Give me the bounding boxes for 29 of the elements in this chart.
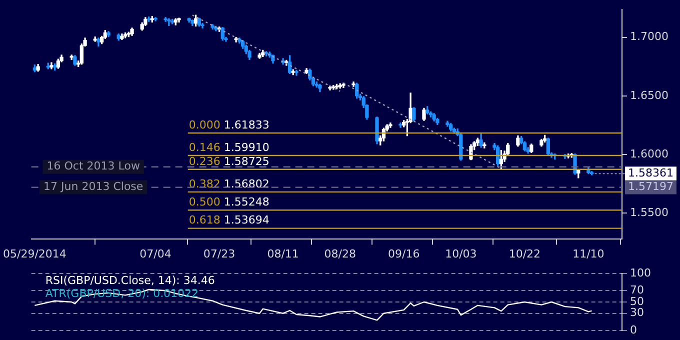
series-label: RSI(GBP/USD.Close, 14): 34.46 <box>45 274 215 287</box>
x-tick-label: 09/16 <box>388 247 420 260</box>
y-tick-label: 100 <box>630 266 651 280</box>
x-tick-label: 08/28 <box>324 247 356 260</box>
y-tick-label: 50 <box>630 294 644 308</box>
candlestick <box>352 82 356 87</box>
x-tick-label: 11/10 <box>572 247 604 260</box>
y-tick-label: 0 <box>630 323 637 336</box>
x-tick-label: 08/11 <box>267 247 299 260</box>
ref-line-label: 16 Oct 2013 Low <box>46 160 140 173</box>
y-tick-label: 1.7000 <box>630 30 668 44</box>
x-tick-label: 07/04 <box>140 247 172 260</box>
y-tick-label: 30 <box>630 306 644 320</box>
x-tick-label: 05/29/2014 <box>2 247 66 260</box>
x-tick-label: 07/23 <box>203 247 236 260</box>
y-tick-label: 1.6000 <box>630 147 668 160</box>
ref-line-label: 0.500 1.55248 <box>188 195 270 208</box>
x-tick-label: 10/22 <box>508 247 541 260</box>
annotation: 1.57197 <box>628 180 674 194</box>
y-tick-label: 70 <box>630 284 644 296</box>
ref-line-label: 0.618 1.53694 <box>188 214 270 227</box>
ref-line-label: 17 Jun 2013 Close <box>44 180 144 194</box>
ref-line-label: 0.146 1.59910 <box>188 140 270 154</box>
x-tick-label: 10/03 <box>445 247 477 260</box>
ref-line-label: 0.000 1.61833 <box>188 118 270 132</box>
y-tick-label: 1.6500 <box>630 88 668 102</box>
ref-line-label: 0.236 1.58725 <box>188 154 270 168</box>
y-tick-label: 1.5500 <box>630 206 668 219</box>
annotation: 1.58361 <box>628 166 674 180</box>
